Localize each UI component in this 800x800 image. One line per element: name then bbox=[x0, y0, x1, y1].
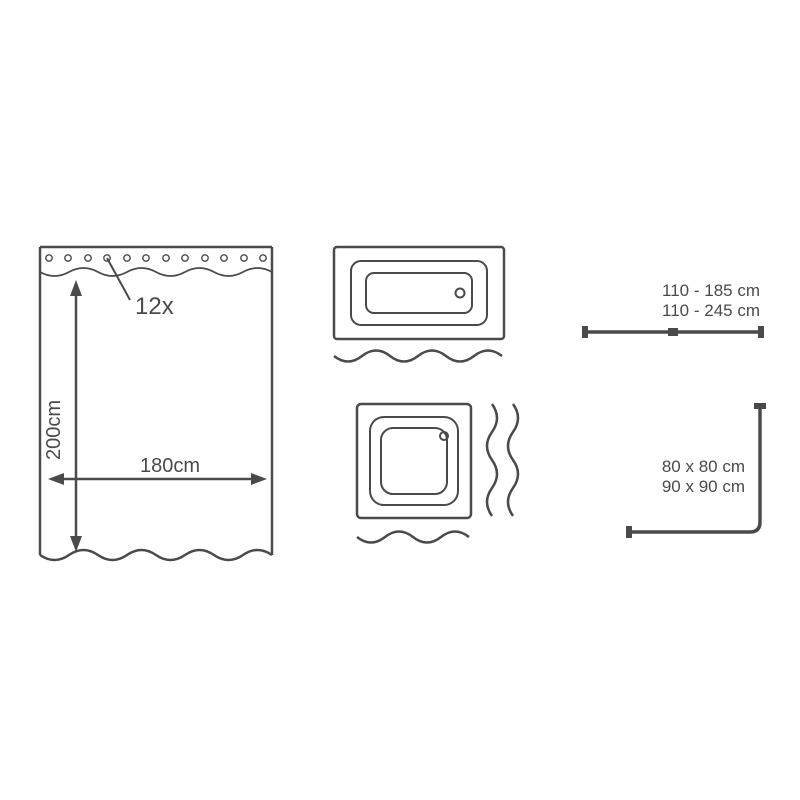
diagram-canvas: 12x 200cm 180cm bbox=[0, 0, 800, 800]
rings-count-label: 12x bbox=[135, 293, 174, 320]
corner-rod-dim2: 90 x 90 cm bbox=[662, 477, 745, 496]
shower-tray-diagram bbox=[357, 404, 518, 543]
corner-rod-dim1: 80 x 80 cm bbox=[662, 457, 745, 476]
curtain-rings bbox=[46, 255, 266, 261]
bathtub-diagram bbox=[334, 247, 504, 362]
width-label: 180cm bbox=[140, 455, 200, 477]
height-label: 200cm bbox=[43, 400, 65, 460]
straight-rod-dim1: 110 - 185 cm bbox=[662, 281, 760, 300]
straight-rod-diagram: 110 - 185 cm 110 - 245 cm bbox=[582, 281, 764, 338]
straight-rod-dim2: 110 - 245 cm bbox=[662, 301, 760, 320]
corner-rod-diagram: 80 x 80 cm 90 x 90 cm bbox=[626, 403, 766, 538]
height-arrow bbox=[70, 280, 82, 552]
curtain-diagram: 12x 200cm 180cm bbox=[40, 247, 272, 560]
